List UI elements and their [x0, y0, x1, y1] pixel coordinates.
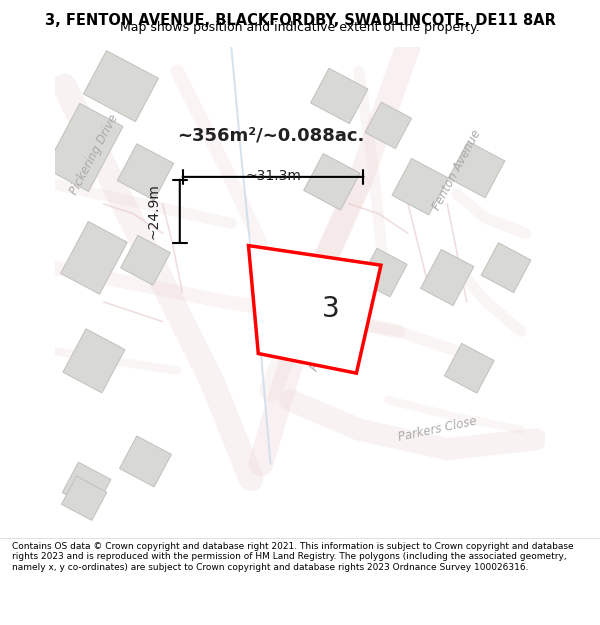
Polygon shape — [448, 141, 505, 198]
Polygon shape — [311, 68, 368, 124]
Polygon shape — [248, 246, 381, 373]
Polygon shape — [61, 476, 107, 521]
Polygon shape — [63, 329, 125, 393]
Text: Fenton Avenue: Fenton Avenue — [308, 289, 361, 374]
Text: Contains OS data © Crown copyright and database right 2021. This information is : Contains OS data © Crown copyright and d… — [12, 542, 574, 572]
Polygon shape — [61, 221, 127, 294]
Text: ~31.3m: ~31.3m — [245, 169, 301, 182]
Polygon shape — [304, 154, 360, 210]
Polygon shape — [45, 104, 123, 191]
Text: 3, FENTON AVENUE, BLACKFORDBY, SWADLINCOTE, DE11 8AR: 3, FENTON AVENUE, BLACKFORDBY, SWADLINCO… — [44, 13, 556, 28]
Polygon shape — [481, 242, 531, 292]
Polygon shape — [83, 51, 158, 122]
Polygon shape — [392, 159, 448, 215]
Text: Pickering Drive: Pickering Drive — [67, 112, 121, 198]
Polygon shape — [62, 462, 111, 510]
Text: Parkers Close: Parkers Close — [397, 415, 478, 444]
Polygon shape — [365, 102, 412, 149]
Polygon shape — [121, 236, 170, 285]
Polygon shape — [445, 343, 494, 393]
Polygon shape — [359, 248, 407, 297]
Polygon shape — [119, 436, 172, 487]
Text: ~356m²/~0.088ac.: ~356m²/~0.088ac. — [177, 126, 364, 144]
Polygon shape — [117, 144, 173, 200]
Text: Fenton Avenue: Fenton Avenue — [430, 127, 484, 212]
Text: 3: 3 — [322, 296, 340, 323]
Text: Map shows position and indicative extent of the property.: Map shows position and indicative extent… — [120, 21, 480, 34]
Polygon shape — [421, 249, 474, 306]
Text: ~24.9m: ~24.9m — [146, 183, 160, 239]
